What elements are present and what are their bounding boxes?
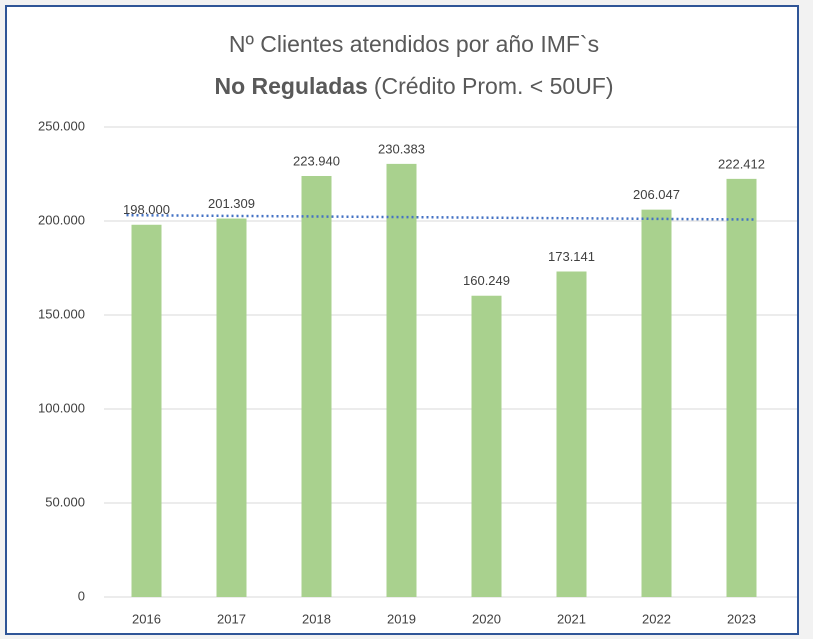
value-label: 160.249	[463, 273, 510, 288]
value-label: 201.309	[208, 196, 255, 211]
y-tick-label: 250.000	[38, 118, 85, 133]
bar	[726, 178, 757, 598]
x-tick-label: 2019	[387, 611, 416, 626]
value-label: 230.383	[378, 141, 425, 156]
bar	[386, 163, 417, 598]
y-tick-label: 200.000	[38, 212, 85, 227]
chart-subtitle: No Reguladas (Crédito Prom. < 50UF)	[214, 73, 613, 99]
bar	[471, 295, 502, 597]
x-tick-label: 2020	[472, 611, 501, 626]
value-label: 198.000	[123, 202, 170, 217]
subtitle-rest: (Crédito Prom. < 50UF)	[374, 73, 614, 99]
subtitle-bold: No Reguladas	[214, 73, 367, 99]
value-label: 222.412	[718, 156, 765, 171]
y-tick-label: 50.000	[45, 494, 85, 509]
bar	[641, 209, 672, 597]
bar	[131, 224, 162, 597]
x-tick-label: 2023	[727, 611, 756, 626]
x-tick-label: 2017	[217, 611, 246, 626]
trendline	[126, 213, 757, 221]
x-tick-label: 2016	[132, 611, 161, 626]
y-tick-label: 0	[78, 588, 85, 603]
bar	[216, 218, 247, 598]
chart-title: Nº Clientes atendidos por año IMF`s	[229, 31, 599, 57]
bar	[301, 175, 332, 597]
x-tick-label: 2022	[642, 611, 671, 626]
value-label: 206.047	[633, 187, 680, 202]
y-tick-label: 100.000	[38, 400, 85, 415]
x-tick-label: 2021	[557, 611, 586, 626]
value-label: 223.940	[293, 153, 340, 168]
value-label: 173.141	[548, 249, 595, 264]
y-tick-label: 150.000	[38, 306, 85, 321]
bar	[556, 271, 587, 597]
x-tick-label: 2018	[302, 611, 331, 626]
